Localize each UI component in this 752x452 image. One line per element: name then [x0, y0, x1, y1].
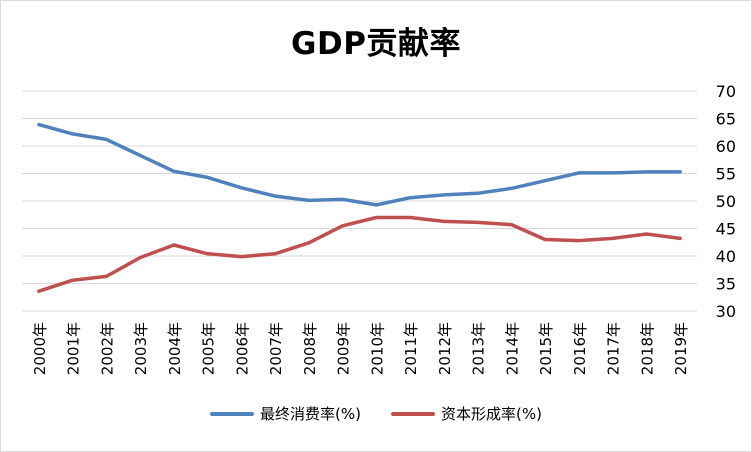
series-line-0: [37, 122, 682, 207]
x-tick-label: 2003年: [132, 322, 150, 375]
x-tick-label: 2000年: [31, 322, 49, 375]
data-point: [611, 171, 615, 175]
data-point: [509, 223, 513, 227]
y-tick-label: 35: [716, 275, 736, 294]
data-point: [37, 289, 41, 293]
data-point: [37, 122, 41, 127]
data-point: [408, 196, 412, 200]
x-tick-label: 2004年: [166, 322, 184, 375]
x-tick-label: 2018年: [638, 322, 656, 375]
x-tick-label: 2002年: [98, 322, 116, 375]
data-point: [307, 241, 311, 245]
chart-title: GDP贡献率: [291, 26, 461, 62]
y-tick-label: 60: [716, 137, 736, 156]
x-tick-label: 2007年: [267, 322, 285, 375]
x-tick-label: 2008年: [301, 322, 319, 375]
data-point: [138, 256, 142, 260]
y-tick-label: 45: [716, 220, 736, 239]
y-tick-label: 70: [716, 82, 736, 101]
x-tick-label: 2010年: [368, 322, 386, 375]
data-point: [239, 254, 243, 259]
data-point: [341, 224, 345, 228]
legend-label-capital: 资本形成率(%): [441, 405, 542, 423]
x-tick-label: 2017年: [605, 322, 623, 375]
data-point: [172, 169, 176, 173]
data-point: [509, 186, 513, 190]
legend-item-consumption: 最终消费率(%): [210, 403, 361, 424]
data-point: [273, 194, 277, 198]
chart-legend: 最终消费率(%) 资本形成率(%): [0, 403, 752, 424]
data-point: [442, 193, 446, 197]
data-point: [644, 232, 648, 236]
data-point: [476, 220, 480, 225]
data-point: [408, 215, 412, 220]
x-tick-label: 2006年: [233, 322, 251, 375]
data-point: [543, 179, 547, 183]
data-point: [71, 132, 75, 136]
data-point: [307, 198, 311, 203]
y-tick-label: 40: [716, 247, 736, 266]
x-tick-label: 2011年: [402, 322, 420, 375]
x-tick-label: 2009年: [335, 322, 353, 375]
x-tick-label: 2014年: [503, 322, 521, 375]
data-point: [341, 197, 345, 201]
data-point: [206, 175, 210, 179]
data-point: [374, 215, 378, 220]
data-point: [138, 153, 142, 157]
data-point: [678, 236, 682, 240]
x-tick-label: 2012年: [436, 322, 454, 375]
x-tick-label: 2015年: [537, 322, 555, 375]
data-point: [104, 137, 108, 141]
data-point: [239, 186, 243, 190]
data-point: [577, 171, 581, 175]
data-point: [611, 236, 615, 240]
y-tick-label: 65: [716, 110, 736, 129]
data-point: [476, 191, 480, 195]
x-tick-label: 2013年: [470, 322, 488, 375]
data-point: [577, 239, 581, 243]
data-point: [442, 219, 446, 223]
x-tick-label: 2019年: [672, 322, 690, 375]
data-point: [644, 170, 648, 174]
x-tick-label: 2016年: [571, 322, 589, 375]
legend-label-consumption: 最终消费率(%): [260, 405, 361, 423]
legend-swatch-capital: [391, 411, 435, 416]
legend-swatch-consumption: [210, 411, 255, 416]
data-point: [543, 237, 547, 242]
x-tick-label: 2001年: [65, 322, 83, 375]
data-point: [678, 170, 682, 174]
data-point: [206, 252, 210, 256]
data-point: [71, 278, 75, 282]
y-tick-label: 50: [716, 192, 736, 211]
data-point: [172, 243, 176, 247]
y-tick-label: 30: [716, 302, 736, 321]
data-point: [374, 203, 378, 207]
y-tick-label: 55: [716, 165, 736, 184]
legend-item-capital: 资本形成率(%): [391, 403, 542, 424]
data-point: [273, 252, 277, 256]
data-point: [104, 274, 108, 278]
x-tick-label: 2005年: [200, 322, 218, 375]
series-line-1: [37, 215, 682, 293]
